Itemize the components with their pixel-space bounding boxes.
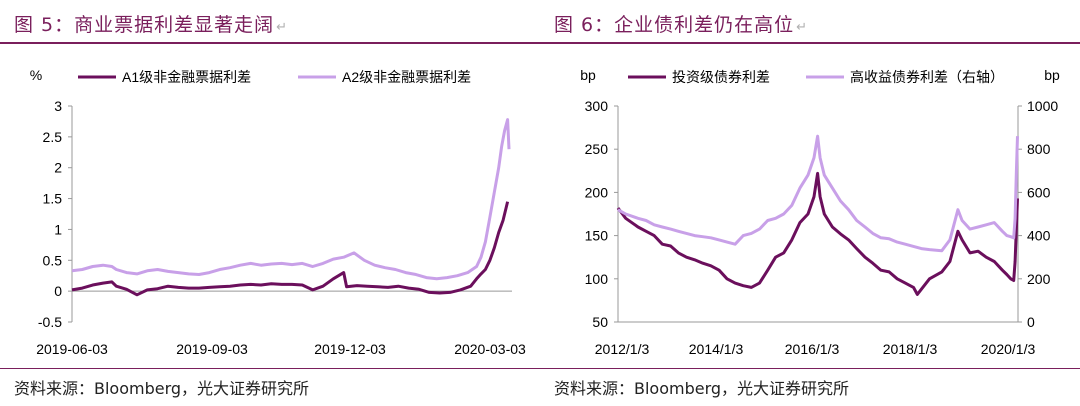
- figure-5-source-bar: 资料来源：Bloomberg，光大证券研究所: [0, 368, 540, 405]
- figure-5-title: 图 5：商业票据利差显著走阔 ↵: [14, 14, 289, 36]
- x-tick-label: 2018/1/3: [883, 341, 938, 357]
- figure-6-source-bar: 资料来源：Bloomberg，光大证券研究所: [540, 368, 1080, 405]
- legend-label-1: A1级非金融票据利差: [122, 69, 251, 85]
- y-tick-label: 250: [585, 141, 609, 157]
- figure-6-title: 图 6：企业债利差仍在高位 ↵: [554, 14, 809, 36]
- legend-label-2: 高收益债券利差（右轴）: [850, 69, 1004, 85]
- series-line-2: [71, 118, 511, 281]
- series-line-1: [71, 201, 510, 297]
- series-line-2: [617, 134, 1019, 253]
- y-tick-label: 100: [585, 271, 609, 287]
- x-tick-label: 2019-09-03: [176, 341, 248, 357]
- x-tick-label: 2012/1/3: [595, 341, 650, 357]
- figure-6-title-bar: 图 6：企业债利差仍在高位 ↵: [540, 0, 1080, 44]
- y2-axis-unit-label: bp: [1044, 67, 1060, 83]
- x-tick-label: 2019-06-03: [36, 341, 108, 357]
- y2-tick-label: 400: [1027, 228, 1051, 244]
- y2-tick-label: 200: [1027, 271, 1051, 287]
- y-tick-label: 1.5: [43, 191, 63, 207]
- x-tick-label: 2014/1/3: [689, 341, 744, 357]
- y-tick-label: 2.5: [43, 129, 63, 145]
- y2-tick-label: 600: [1027, 184, 1051, 200]
- y-tick-label: -0.5: [38, 314, 62, 330]
- x-tick-label: 2016/1/3: [785, 341, 840, 357]
- y-tick-label: 150: [585, 228, 609, 244]
- y-axis-unit-label: bp: [580, 67, 596, 83]
- y-tick-label: 0: [54, 283, 62, 299]
- y2-tick-label: 0: [1027, 314, 1035, 330]
- y-tick-label: 2: [54, 160, 62, 176]
- figure-6-panel: 图 6：企业债利差仍在高位 ↵ 50 100 150 200 250 300 bp 0 200 40…: [540, 0, 1080, 406]
- y-tick-label: 50: [592, 314, 608, 330]
- commercial-paper-spread-chart: -0.5 0 0.5 1 1.5 2 2.5 3% 2019-06-03 2019-09-03 20…: [30, 67, 526, 357]
- figure-5-source: 资料来源：Bloomberg，光大证券研究所: [14, 379, 310, 398]
- y-tick-label: 0.5: [43, 252, 63, 268]
- figure-6-source: 资料来源：Bloomberg，光大证券研究所: [554, 379, 850, 398]
- x-tick-label: 2019-12-03: [314, 341, 386, 357]
- x-tick-label: 2020-03-03: [454, 341, 526, 357]
- y2-tick-label: 1000: [1027, 98, 1058, 114]
- series-line-1: [616, 171, 1019, 296]
- y-tick-label: 200: [585, 184, 609, 200]
- y2-tick-label: 800: [1027, 141, 1051, 157]
- legend-label-2: A2级非金融票据利差: [342, 69, 471, 85]
- figure-5-title-bar: 图 5：商业票据利差显著走阔 ↵: [0, 0, 540, 44]
- y-tick-label: 3: [54, 98, 62, 114]
- corporate-bond-spread-chart: 50 100 150 200 250 300 bp 0 200 400 600 800 1000 bp 20…: [580, 67, 1060, 357]
- x-tick-label: 2020/1/3: [981, 341, 1036, 357]
- y-tick-label: 300: [585, 98, 609, 114]
- legend-label-1: 投资级债券利差: [672, 69, 770, 85]
- figure-5-panel: 图 5：商业票据利差显著走阔 ↵ -0.5 0 0.5 1 1.5 2 2.5 3% 2019-0…: [0, 0, 540, 405]
- y-axis-unit-label: %: [30, 67, 42, 83]
- y-tick-label: 1: [54, 221, 62, 237]
